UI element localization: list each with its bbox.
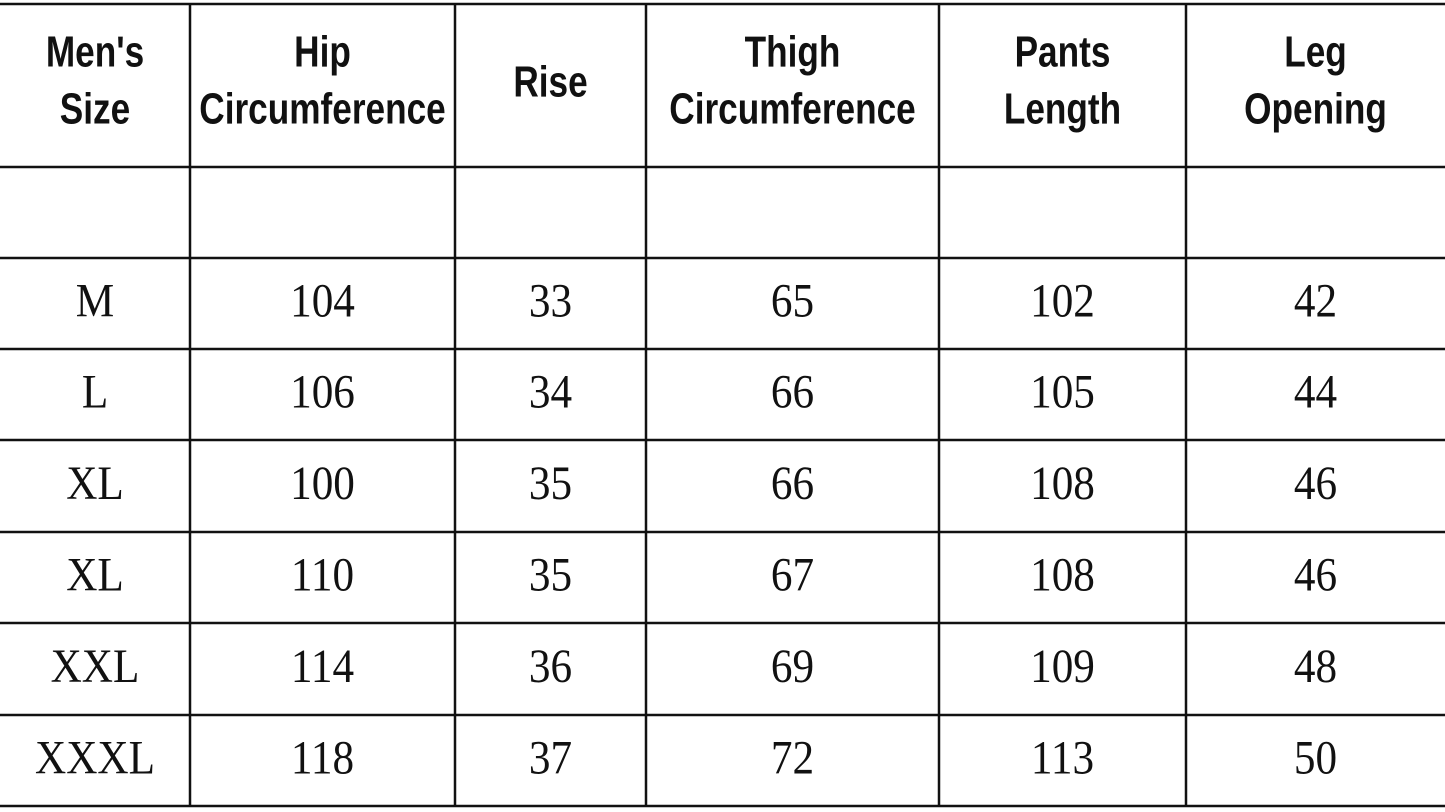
header-cell: Length [1004, 85, 1121, 134]
cell: 100 [290, 456, 355, 510]
cell: 114 [291, 639, 354, 693]
cell: 104 [290, 273, 355, 327]
cell: 50 [1294, 730, 1337, 784]
cell: 109 [1030, 639, 1095, 693]
cell: 108 [1030, 456, 1095, 510]
header-cell: Thigh [745, 28, 841, 77]
cell: 67 [771, 547, 814, 601]
cell: 65 [771, 273, 814, 327]
cell: 69 [771, 639, 814, 693]
cell: 42 [1294, 273, 1337, 327]
cell: XL [66, 456, 124, 510]
cell: 46 [1294, 547, 1337, 601]
cell: 72 [771, 730, 814, 784]
cell: 48 [1294, 639, 1337, 693]
header-cell: Leg [1284, 28, 1347, 77]
cell: XXL [51, 639, 140, 693]
cell: 37 [529, 730, 572, 784]
cell: 110 [291, 547, 354, 601]
cell: 35 [529, 456, 572, 510]
cell: 105 [1030, 364, 1095, 418]
cell: 34 [529, 364, 572, 418]
cell: 118 [291, 730, 354, 784]
header-cell: Circumference [199, 85, 445, 134]
cell: L [82, 364, 108, 418]
cell: 46 [1294, 456, 1337, 510]
header-cell: Hip [294, 28, 351, 77]
cell: XL [66, 547, 124, 601]
header-cell: Rise [513, 58, 587, 107]
header-cell: Size [60, 85, 130, 134]
cell: 35 [529, 547, 572, 601]
cell: 108 [1030, 547, 1095, 601]
cell: 66 [771, 364, 814, 418]
cell: 102 [1030, 273, 1095, 327]
header-cell: Men's [46, 28, 144, 77]
cell: 113 [1031, 730, 1094, 784]
header-cell: Circumference [669, 85, 915, 134]
header-cell: Pants [1015, 28, 1111, 77]
cell: 66 [771, 456, 814, 510]
header-cell: Opening [1244, 85, 1387, 134]
cell: 106 [290, 364, 355, 418]
cell: M [76, 273, 114, 327]
cell: 36 [529, 639, 572, 693]
cell: XXXL [35, 730, 155, 784]
cell: 44 [1294, 364, 1337, 418]
cell: 33 [529, 273, 572, 327]
